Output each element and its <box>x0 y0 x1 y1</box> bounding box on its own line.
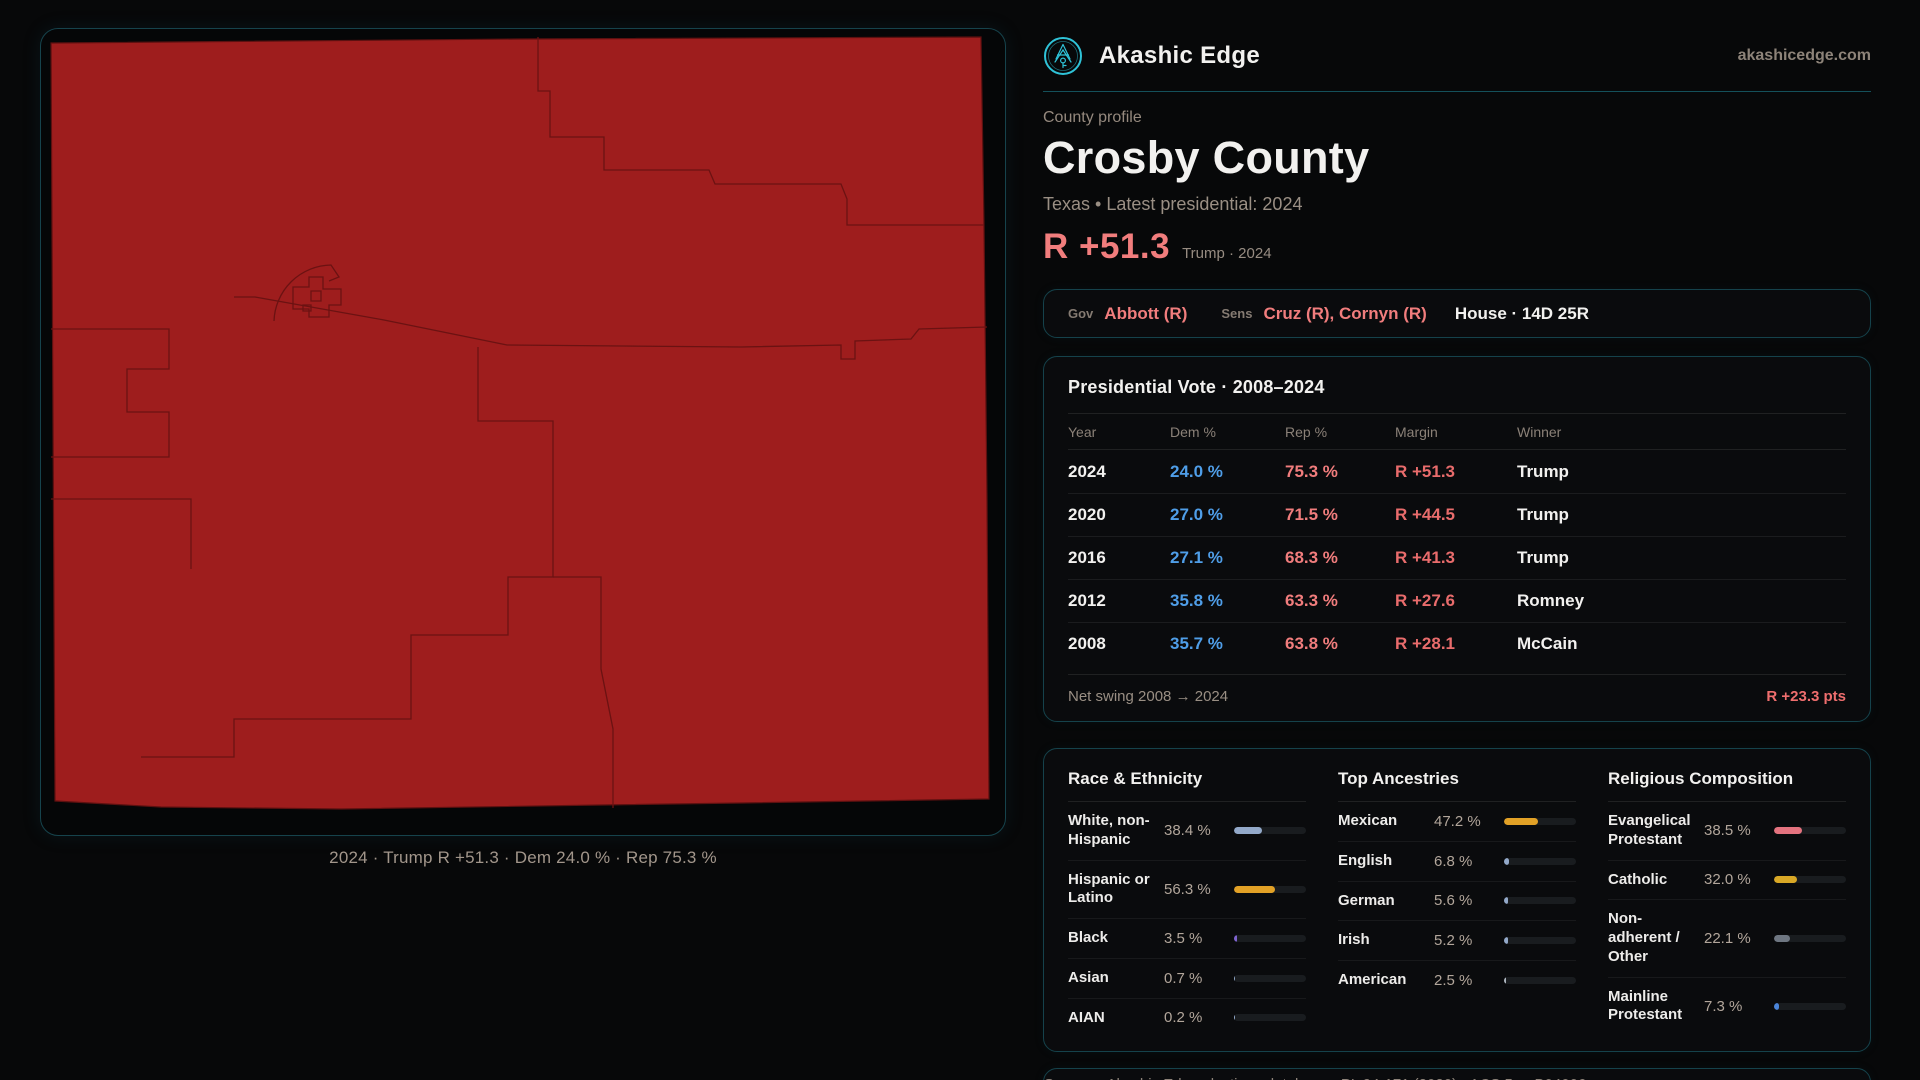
list-item: American 2.5 % <box>1338 960 1576 1000</box>
headline-margin: R +51.3 Trump · 2024 <box>1043 227 1871 267</box>
stat-bar <box>1234 934 1306 942</box>
list-item: Evangelical Protestant 38.5 % <box>1608 802 1846 860</box>
demographics-card: Race & Ethnicity White, non-Hispanic 38.… <box>1043 748 1871 1053</box>
county-map-panel <box>40 28 1006 836</box>
list-item: Catholic 32.0 % <box>1608 859 1846 900</box>
table-row: 2020 27.0 % 71.5 % R +44.5 Trump <box>1068 493 1846 536</box>
subtitle: Texas • Latest presidential: 2024 <box>1043 194 1303 214</box>
religion-title: Religious Composition <box>1608 769 1846 802</box>
table-row: 2016 27.1 % 68.3 % R +41.3 Trump <box>1068 536 1846 579</box>
stat-bar <box>1504 937 1576 945</box>
presidential-vote-title: Presidential Vote · 2008–2024 <box>1068 377 1846 414</box>
brand-domain-link[interactable]: akashicedge.com <box>1737 47 1871 64</box>
net-swing-row: Net swing 2008 → 2024 R +23.3 pts <box>1068 674 1846 721</box>
list-item: German 5.6 % <box>1338 880 1576 921</box>
religion-section: Religious Composition Evangelical Protes… <box>1608 769 1846 1037</box>
list-item: Black 3.5 % <box>1068 918 1306 958</box>
table-row: 2012 35.8 % 63.3 % R +27.6 Romney <box>1068 579 1846 622</box>
race-ethnicity-section: Race & Ethnicity White, non-Hispanic 38.… <box>1068 769 1306 1037</box>
map-caption: 2024 · Trump R +51.3 · Dem 24.0 % · Rep … <box>329 848 717 867</box>
brand-name: Akashic Edge <box>1099 42 1260 69</box>
eyebrow-label: County profile <box>1043 109 1142 126</box>
table-row: 2008 35.7 % 63.8 % R +28.1 McCain <box>1068 622 1846 665</box>
stat-bar <box>1774 934 1846 942</box>
stat-bar <box>1234 827 1306 835</box>
list-item: Mexican 47.2 % <box>1338 802 1576 841</box>
economics-card: Sources: Akashic Edge elections database… <box>1043 1068 1871 1080</box>
house-value: House · 14D 25R <box>1454 303 1589 323</box>
stat-bar <box>1774 1002 1846 1010</box>
officials-bar: Gov Abbott (R) Sens Cruz (R), Cornyn (R)… <box>1043 289 1871 338</box>
list-item: Irish 5.2 % <box>1338 920 1576 960</box>
site-header: Akashic Edge akashicedge.com <box>1043 36 1871 76</box>
county-profile-panel: Akashic Edge akashicedge.com County prof… <box>1043 0 1871 1080</box>
gov-value: Abbott (R) <box>1104 303 1188 323</box>
list-item: Asian 0.7 % <box>1068 957 1306 998</box>
stat-bar <box>1774 876 1846 884</box>
stat-bar <box>1234 974 1306 982</box>
sens-label: Sens <box>1221 306 1253 321</box>
col-margin: Margin <box>1395 423 1438 440</box>
stat-bar <box>1504 817 1576 825</box>
ancestries-title: Top Ancestries <box>1338 769 1576 802</box>
col-winner: Winner <box>1517 423 1562 440</box>
list-item: White, non-Hispanic 38.4 % <box>1068 802 1306 860</box>
page-title: Crosby County <box>1043 132 1370 183</box>
stat-bar <box>1234 885 1306 893</box>
ancestries-section: Top Ancestries Mexican 47.2 % English 6.… <box>1338 769 1576 1037</box>
presidential-vote-card: Presidential Vote · 2008–2024 Year Dem %… <box>1043 356 1871 722</box>
col-year: Year <box>1068 423 1097 440</box>
table-row: 2024 24.0 % 75.3 % R +51.3 Trump <box>1068 461 1569 481</box>
list-item: AIAN 0.2 % <box>1068 997 1306 1038</box>
precinct-boundaries <box>51 37 988 808</box>
col-rep: Rep % <box>1285 423 1328 440</box>
sources-line: Sources: Akashic Edge elections database… <box>1044 1074 1586 1080</box>
net-swing-label: Net swing 2008 → 2024 <box>1068 688 1229 705</box>
stat-bar <box>1504 897 1576 905</box>
akashic-emblem-icon <box>1044 37 1082 75</box>
margin-context: Trump · 2024 <box>1182 245 1272 262</box>
vote-table-header: Year Dem % Rep % Margin Winner <box>1068 414 1846 450</box>
list-item: Mainline Protestant 7.3 % <box>1608 976 1846 1036</box>
stat-bar <box>1504 976 1576 984</box>
county-map <box>50 36 990 810</box>
sens-value: Cruz (R), Cornyn (R) <box>1263 303 1427 323</box>
list-item: Hispanic or Latino 56.3 % <box>1068 859 1306 919</box>
race-ethnicity-title: Race & Ethnicity <box>1068 769 1306 802</box>
net-swing-value: R +23.3 pts <box>1766 688 1846 705</box>
margin-value: R +51.3 <box>1043 227 1171 266</box>
stat-bar <box>1774 827 1846 835</box>
list-item: English 6.8 % <box>1338 840 1576 881</box>
header-divider <box>1043 91 1871 92</box>
stat-bar <box>1504 857 1576 865</box>
stat-bar <box>1234 1014 1306 1022</box>
list-item: Non-adherent / Other 22.1 % <box>1608 899 1846 976</box>
sources-note: Sources: Akashic Edge elections database… <box>1044 1074 1586 1080</box>
gov-label: Gov <box>1068 306 1094 321</box>
col-dem: Dem % <box>1170 423 1216 440</box>
county-shape <box>50 36 990 810</box>
